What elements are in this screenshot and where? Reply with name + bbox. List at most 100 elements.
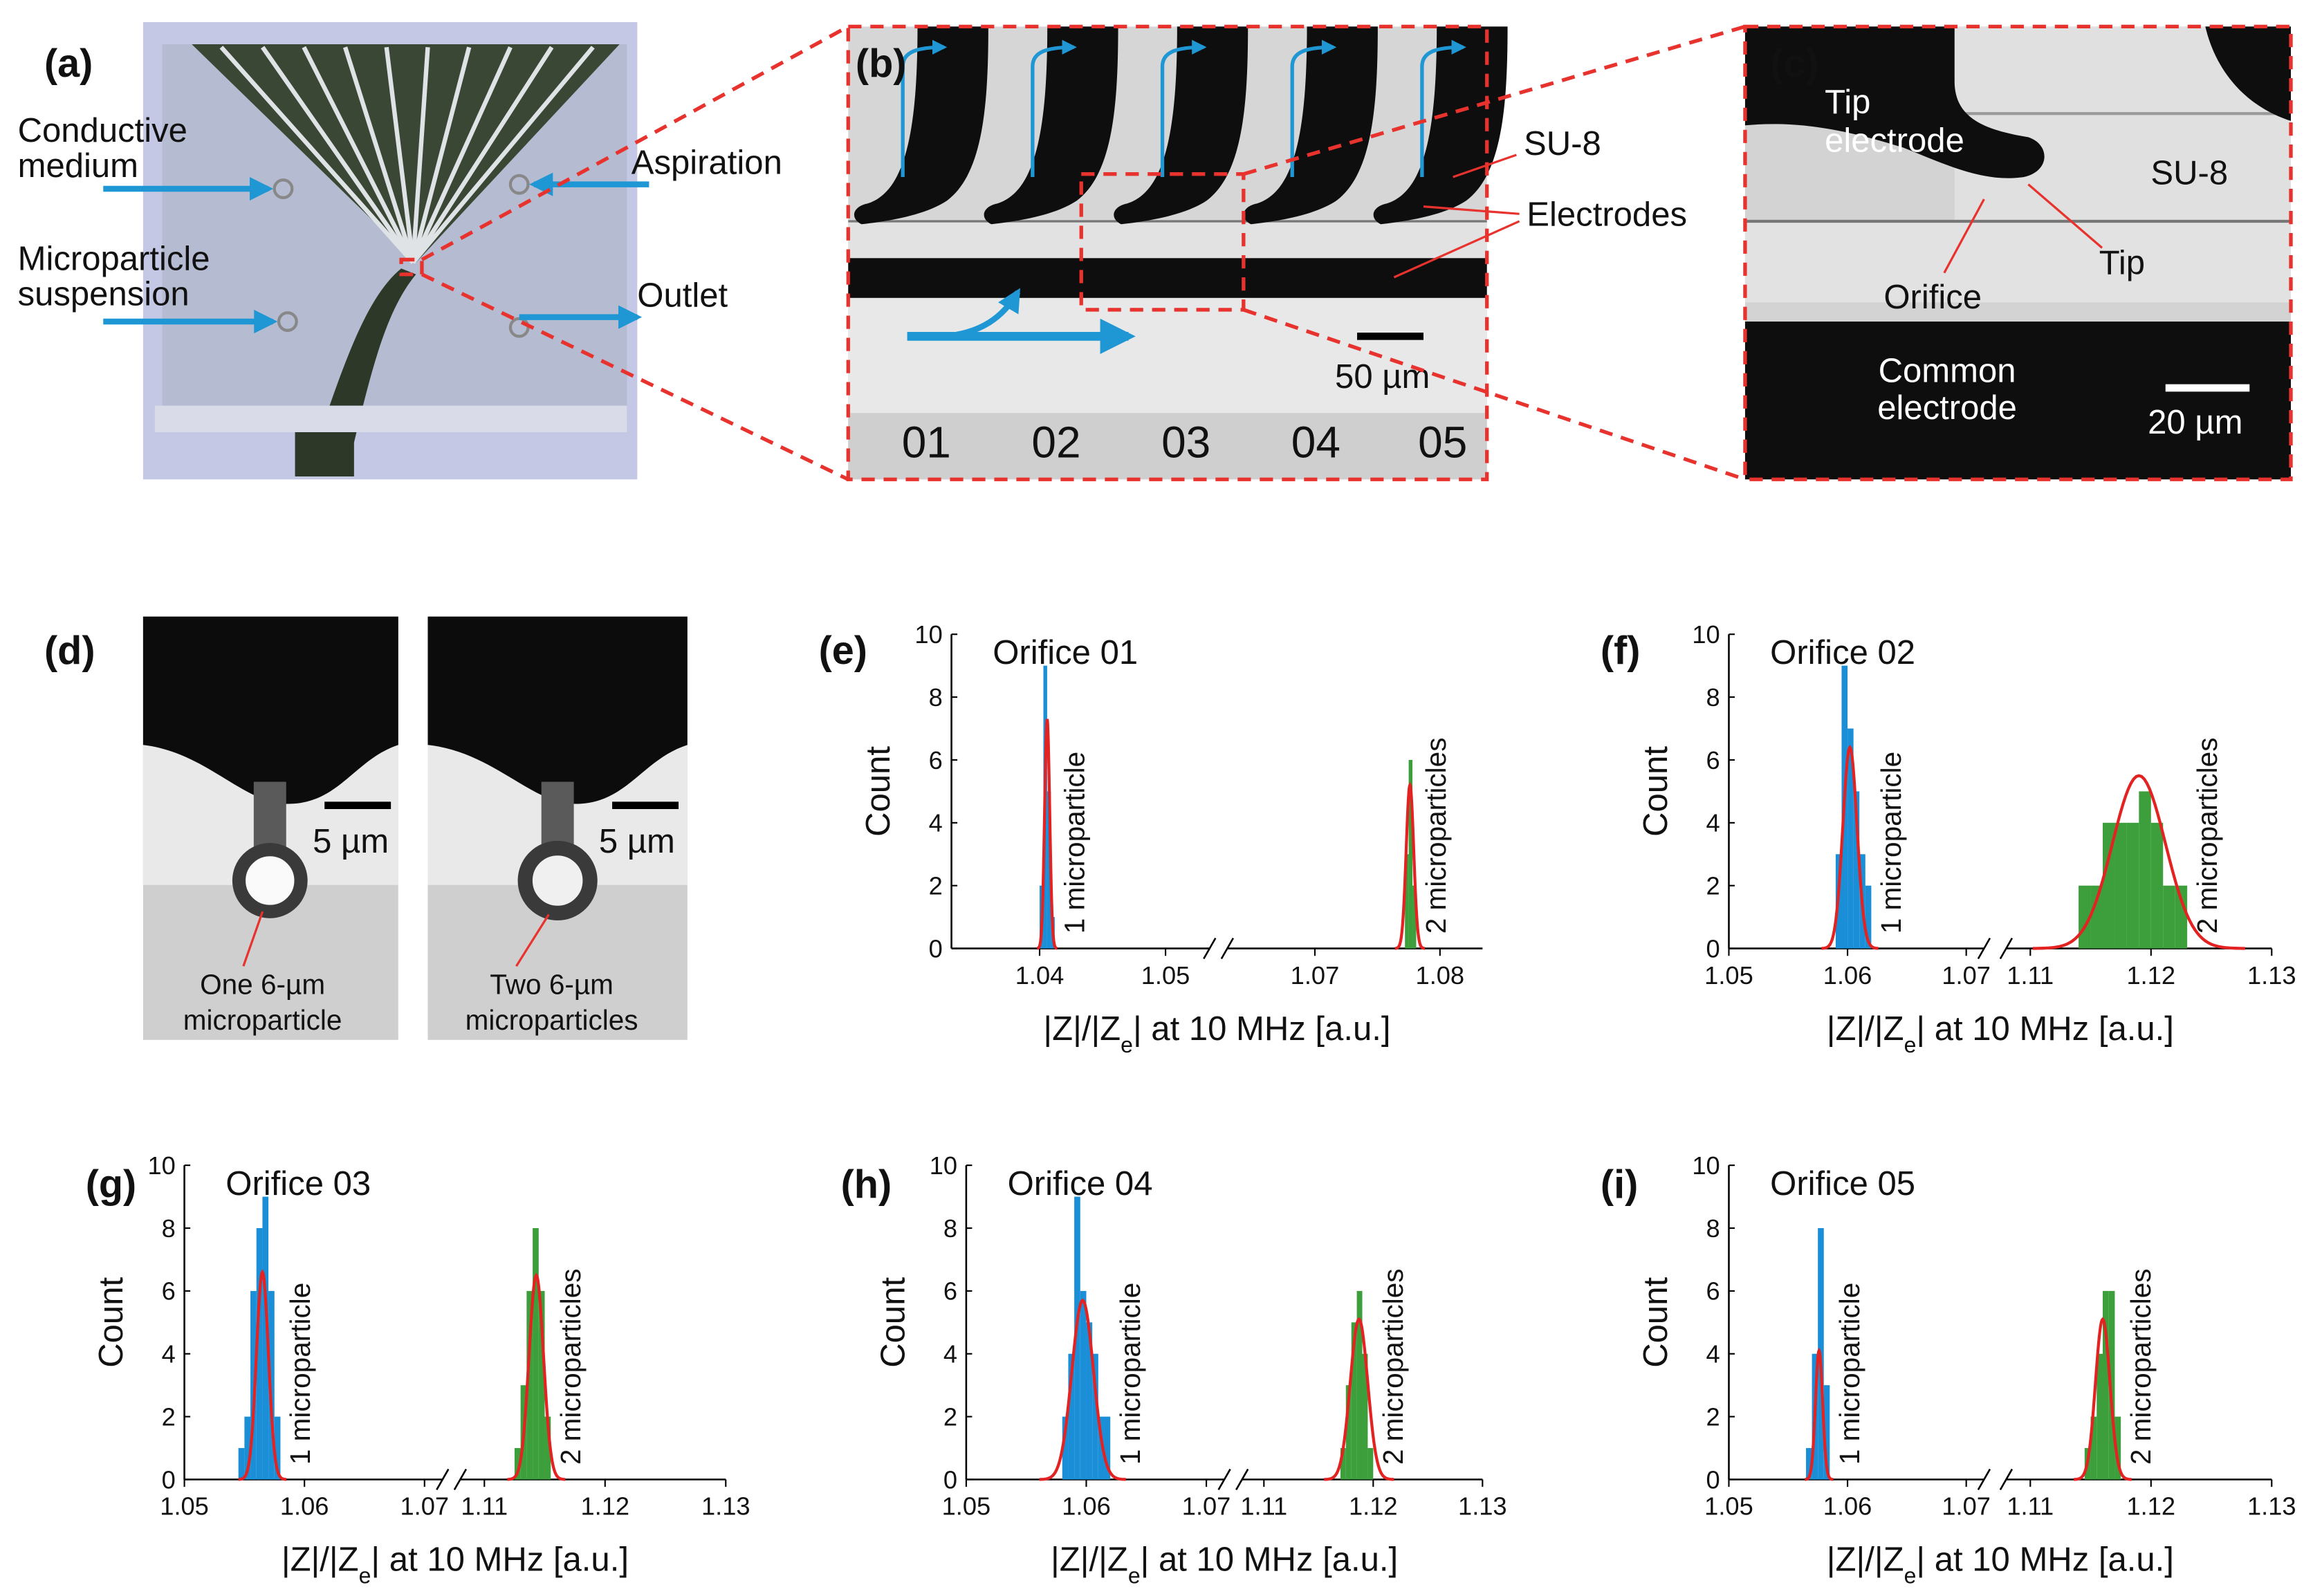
x-axis-label: |Z|/|Ze| at 10 MHz [a.u.] [1827, 1541, 2174, 1588]
x-tick-label: 1.06 [1823, 1492, 1872, 1521]
fit-curve [1324, 1317, 1394, 1481]
bar [1367, 1448, 1374, 1480]
panel-label: (e) [819, 629, 867, 673]
panel-b: (b) SU-8 Electrodes 50 µm 01 02 03 04 05 [846, 24, 1687, 481]
bar [544, 1416, 551, 1480]
leader [515, 913, 550, 967]
label: Outlet [637, 277, 728, 315]
scale-label: 20 µm [2148, 404, 2242, 441]
y-tick-label: 10 [914, 620, 942, 649]
common-electrode [1744, 322, 2292, 480]
chart-title: Orifice 01 [993, 634, 1138, 671]
x-axis-label-part: | at 10 MHz [a.u.] [1916, 1541, 2174, 1579]
micrograph [427, 616, 688, 1040]
leader [1423, 205, 1520, 215]
channel [848, 221, 1487, 259]
series-label: 1 microparticle [1114, 1283, 1146, 1465]
bar [1098, 1416, 1105, 1480]
x-tick-label: 1.05 [1141, 961, 1190, 990]
x-tick-label: 1.12 [2127, 961, 2176, 990]
chart: 0 2 4 6 8 10 1.05 1.06 1.07 1.11 1.12 1.13 1 micropa… [86, 1151, 750, 1588]
x-tick-label: 1.05 [942, 1492, 991, 1521]
scale-label: 5 µm [313, 823, 389, 860]
chart-title: Orifice 03 [225, 1165, 371, 1203]
label: Orifice [1883, 279, 1982, 316]
axis-break [1999, 1468, 2013, 1491]
x-tick-label: 1.13 [701, 1492, 750, 1521]
x-tick-label: 1.06 [1823, 961, 1872, 990]
bar [1865, 885, 1872, 949]
bar [2090, 885, 2103, 949]
label: Conductive medium [18, 112, 187, 185]
fit-curve [2074, 1317, 2132, 1481]
orifice-number: 01 [902, 417, 951, 467]
bar [1408, 759, 1413, 949]
x-tick-label: 1.11 [2007, 961, 2054, 990]
y-tick-label: 2 [1706, 872, 1720, 900]
fit-curve [507, 1272, 566, 1481]
y-tick-label: 0 [1706, 934, 1720, 963]
fit-curve [238, 1269, 287, 1481]
x-tick-label: 1.11 [1240, 1492, 1287, 1521]
bar [2126, 822, 2139, 949]
chip-edge [154, 405, 627, 432]
x-axis-label-part: | at 10 MHz [a.u.] [1141, 1541, 1399, 1579]
line: microparticles [466, 1004, 638, 1036]
bar [538, 1290, 545, 1480]
line: electrode [1877, 389, 2017, 427]
leader [242, 911, 264, 967]
bar [2175, 885, 2188, 949]
y-tick-label: 0 [1706, 1465, 1720, 1494]
bar [526, 1290, 533, 1480]
chart-title: Orifice 05 [1770, 1165, 1915, 1203]
micrograph [142, 616, 398, 1040]
orifice-number: 05 [1418, 417, 1467, 467]
fit-curve [1036, 718, 1058, 950]
axis-break [1999, 938, 2013, 960]
x-axis-label: |Z|/|Ze| at 10 MHz [a.u.] [1043, 1010, 1390, 1057]
x-axis-label-part: |Z|/|Z [1051, 1541, 1128, 1579]
axis-break [453, 1468, 468, 1491]
bar [1340, 1448, 1346, 1480]
line: electrode [1825, 122, 1964, 160]
bar [2114, 822, 2127, 949]
x-tick-label: 1.05 [1704, 961, 1753, 990]
x-tick-label: 1.05 [160, 1492, 209, 1521]
panel-label: (h) [841, 1162, 892, 1207]
x-tick-label: 1.07 [1942, 1492, 1991, 1521]
axis-break [1977, 938, 1991, 960]
panel-label: (d) [44, 629, 95, 673]
label: Electrodes [1527, 196, 1687, 233]
bar [2103, 1290, 2109, 1480]
line: Two 6-µm [490, 969, 614, 1001]
electrode [2205, 26, 2292, 121]
x-axis-label-part: | at 10 MHz [a.u.] [1133, 1010, 1391, 1048]
bar [1062, 1416, 1069, 1480]
leader [1393, 220, 1520, 279]
y-tick-label: 10 [1692, 1151, 1720, 1180]
x-tick-label: 1.05 [1704, 1492, 1753, 1521]
panel-label: (b) [856, 41, 907, 86]
bar [1362, 1353, 1368, 1480]
fit-curve [1821, 745, 1879, 950]
series-label: 2 microparticles [1377, 1268, 1409, 1465]
x-tick-label: 1.13 [2247, 1492, 2296, 1521]
panel-label: (f) [1601, 629, 1641, 673]
panel-label: (g) [86, 1162, 137, 1207]
y-tick-label: 6 [929, 746, 943, 774]
x-tick-label: 1.06 [280, 1492, 329, 1521]
fit-curve [1805, 1347, 1834, 1481]
axis-break [436, 1468, 450, 1491]
common-electrode [848, 258, 1487, 298]
y-tick-label: 6 [1706, 746, 1720, 774]
x-axis-label: |Z|/|Ze| at 10 MHz [a.u.] [1051, 1541, 1398, 1588]
fan-lines [219, 46, 595, 264]
panel-label: (i) [1601, 1162, 1638, 1207]
channel [1744, 221, 2292, 303]
label: Aspiration [632, 145, 782, 182]
bar [1104, 1416, 1111, 1480]
line: Common [1879, 352, 2016, 389]
series-label: 2 microparticles [2191, 738, 2223, 934]
line: Tip [1825, 84, 1870, 121]
